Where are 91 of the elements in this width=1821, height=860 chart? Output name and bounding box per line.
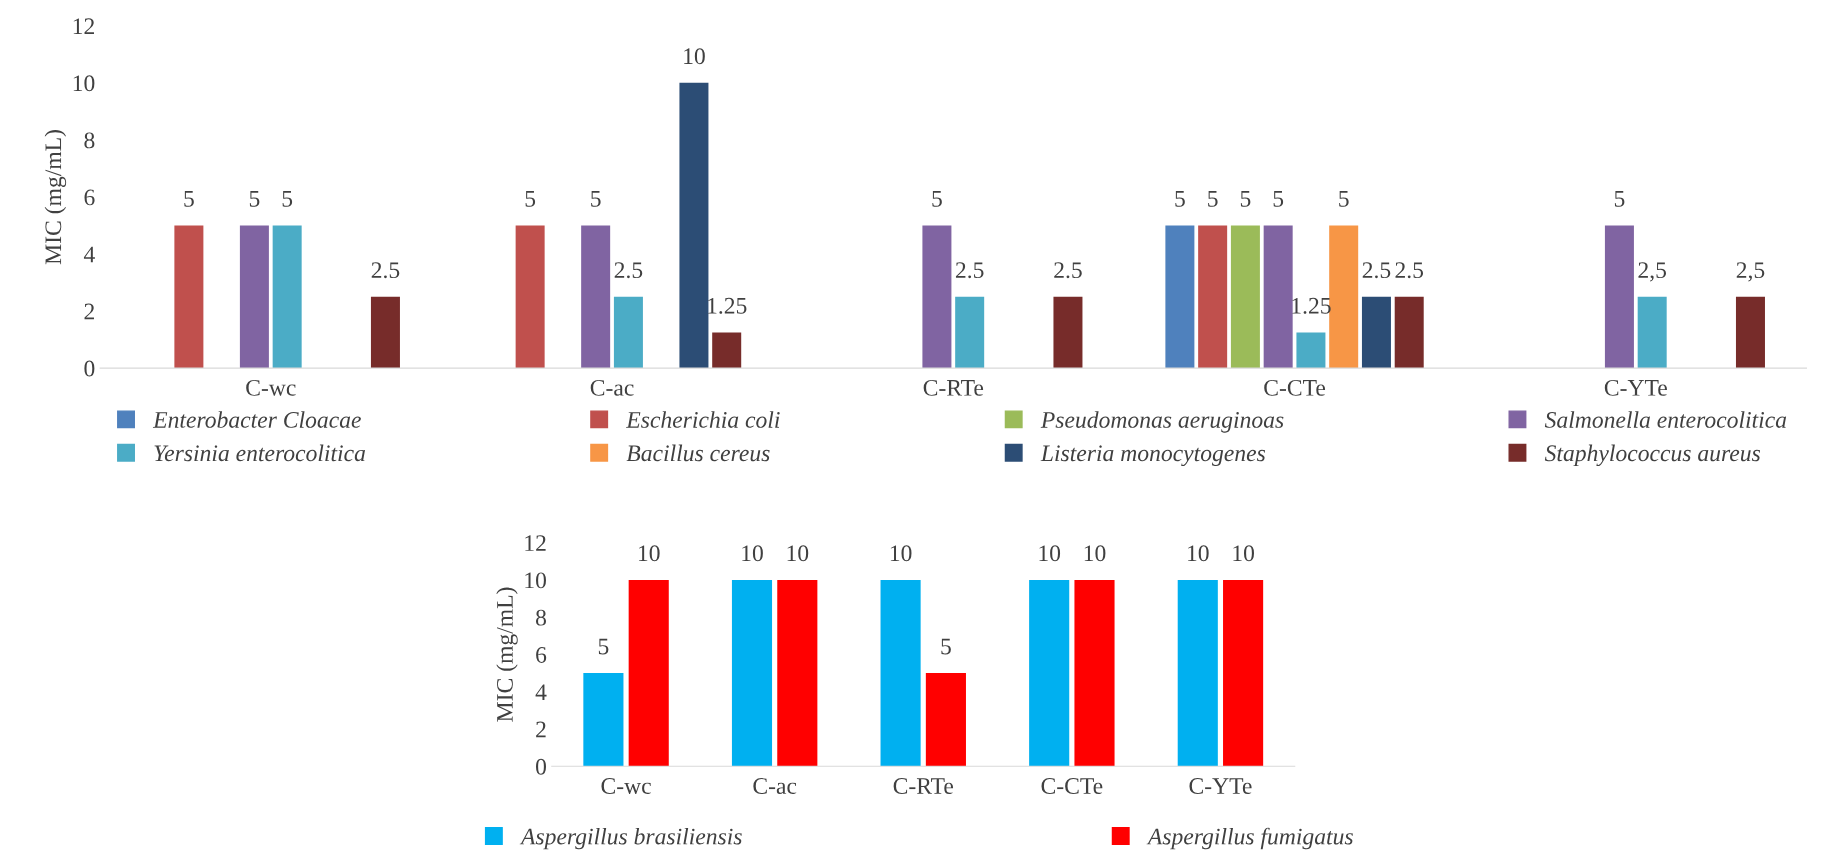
data-label: 10 (1039, 545, 1061, 562)
y-tick-label: 6 (84, 189, 95, 206)
x-tick-label: C-ac (590, 379, 634, 396)
data-label: 2.5 (1395, 262, 1424, 279)
data-label: 2.5 (1054, 262, 1082, 279)
data-label: 5 (1240, 191, 1251, 207)
bar (1735, 296, 1765, 369)
data-label: 5 (1175, 191, 1185, 207)
bar (370, 296, 400, 369)
bar (1394, 296, 1424, 369)
x-tick-label: C-YTe (1189, 778, 1252, 794)
data-label: 2.5 (614, 262, 643, 279)
y-tick-label: 10 (73, 75, 95, 92)
legend-label: Salmonella enterocolitica (1544, 411, 1787, 428)
data-label: 5 (282, 191, 293, 207)
y-tick-label: 8 (84, 132, 95, 149)
bar (239, 225, 269, 369)
x-tick-label: C-CTe (1041, 778, 1103, 794)
bar (712, 332, 742, 369)
data-label: 2,5 (1638, 262, 1667, 282)
bar (613, 296, 643, 369)
bar (922, 225, 952, 369)
data-label: 5 (1208, 191, 1218, 207)
data-label: 10 (787, 545, 809, 562)
y-tick-label: 8 (536, 609, 546, 626)
data-label: 5 (1614, 191, 1625, 207)
bar (1198, 225, 1228, 369)
bar (1263, 225, 1293, 369)
bar (1053, 296, 1083, 369)
y-tick-label: 4 (535, 684, 547, 700)
legend-label: Escherichia coli (626, 411, 780, 428)
legend-label: Pseudomonas aeruginoas (1040, 411, 1284, 433)
y-tick-label: 0 (84, 360, 95, 377)
legend-label: Aspergillus brasiliensis (519, 827, 742, 850)
y-axis-title: MIC (mg/mL) (44, 130, 67, 265)
data-label: 10 (1084, 545, 1106, 562)
data-label: 10 (890, 545, 912, 562)
y-tick-label: 10 (525, 572, 546, 589)
bar (955, 296, 985, 369)
data-label: 2,5 (1736, 262, 1765, 282)
y-tick-label: 0 (536, 758, 546, 775)
data-label: 2.5 (371, 262, 400, 279)
legend-label: Bacillus cereus (626, 444, 770, 462)
data-label: 1.25 (708, 297, 747, 314)
bar (1296, 332, 1326, 369)
data-label: 2.5 (1362, 262, 1391, 279)
bar (1165, 225, 1195, 369)
data-label: 2.5 (955, 262, 984, 279)
legend-label: Listeria monocytogenes (1040, 445, 1266, 467)
data-label: 10 (684, 48, 705, 65)
data-label: 5 (941, 638, 951, 655)
bar (1329, 225, 1359, 369)
x-tick-label: C-RTe (923, 379, 984, 396)
bar (174, 225, 204, 369)
data-label: 5 (598, 638, 609, 655)
data-label: 5 (591, 191, 601, 207)
bar (1637, 296, 1667, 369)
y-tick-label: 2 (84, 303, 94, 320)
data-label: 5 (1339, 191, 1349, 207)
x-tick-label: C-YTe (1604, 379, 1667, 396)
y-axis-title: MIC (mg/mL) (496, 587, 518, 722)
y-tick-label: 4 (83, 246, 95, 263)
x-tick-label: C-ac (753, 778, 797, 794)
y-tick-label: 12 (73, 18, 94, 34)
bar (679, 82, 709, 369)
x-tick-label: C-CTe (1264, 379, 1326, 396)
data-label: 5 (525, 191, 536, 207)
y-tick-label: 2 (536, 721, 546, 738)
x-tick-label: C-RTe (893, 778, 954, 794)
bar (272, 225, 302, 369)
x-tick-label: C-wc (601, 778, 651, 794)
data-label: 5 (249, 191, 260, 207)
data-label: 10 (638, 545, 660, 562)
bar (1361, 296, 1391, 369)
data-label: 10 (742, 545, 763, 562)
legend-label: Staphylococcus aureus (1544, 444, 1761, 467)
bar (581, 225, 611, 369)
data-label: 10 (1188, 545, 1209, 562)
legend-label: Yersinia enterocolitica (154, 444, 365, 462)
bar (1604, 225, 1634, 369)
y-tick-label: 6 (536, 647, 547, 663)
y-tick-label: 12 (525, 535, 546, 551)
bar (1230, 225, 1260, 369)
legend-label: Enterobacter Cloacae (152, 411, 361, 428)
x-tick-label: C-wc (246, 379, 296, 396)
bar (515, 225, 545, 369)
data-label: 5 (932, 191, 942, 207)
legend-label: Aspergillus fumigatus (1146, 827, 1353, 850)
data-label: 10 (1233, 545, 1254, 562)
data-label: 5 (184, 191, 194, 207)
data-label: 5 (1273, 191, 1284, 207)
